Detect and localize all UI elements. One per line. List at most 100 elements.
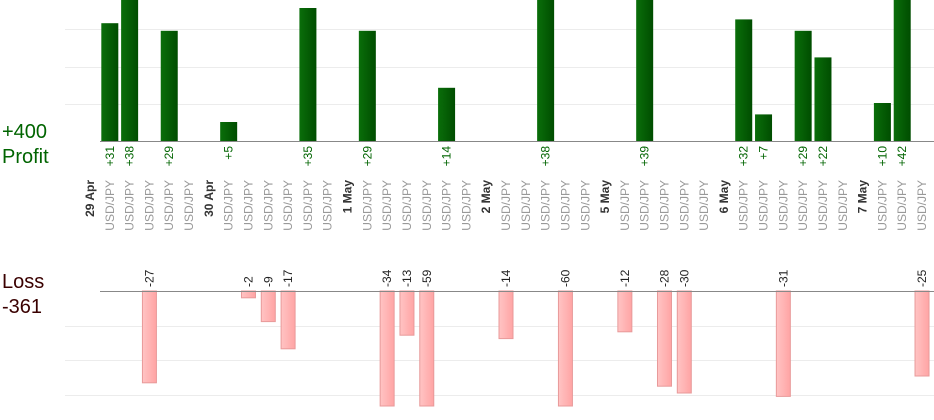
profit-bar — [794, 30, 812, 141]
date-label: 6 May — [717, 180, 731, 214]
pair-label: USD/JPY — [539, 180, 553, 231]
profit-value-label: +7 — [757, 146, 771, 160]
loss-value-label: -59 — [420, 269, 434, 287]
pair-label: USD/JPY — [915, 180, 929, 231]
pair-label: USD/JPY — [321, 180, 335, 231]
profit-value-label: +29 — [796, 146, 810, 167]
profit-bar — [893, 0, 911, 141]
profit-bar — [220, 122, 238, 141]
profit-value-label: +32 — [737, 146, 751, 167]
profit-label: Profit — [2, 146, 49, 168]
loss-value-label: -9 — [261, 276, 275, 287]
pair-label: USD/JPY — [103, 180, 117, 231]
profit-value-label: +39 — [638, 146, 652, 167]
date-label: 7 May — [856, 180, 870, 214]
loss-value-label: -14 — [499, 269, 513, 287]
loss-bar — [141, 290, 157, 384]
loss-bar — [656, 290, 672, 387]
pair-label: USD/JPY — [776, 180, 790, 231]
pair-label: USD/JPY — [459, 180, 473, 231]
pair-label: USD/JPY — [875, 180, 889, 231]
loss-value-label: -60 — [558, 269, 572, 287]
profit-value-label: +10 — [875, 146, 889, 167]
profit-value-label: +38 — [539, 146, 553, 167]
date-label: 1 May — [341, 180, 355, 214]
profit-value-label: +29 — [360, 146, 374, 167]
profit-value-label: +38 — [123, 146, 137, 167]
loss-bar — [280, 290, 296, 350]
pair-label: USD/JPY — [241, 180, 255, 231]
profit-bar — [121, 0, 139, 141]
profit-bar — [873, 103, 891, 141]
profit-bar — [160, 30, 178, 141]
profit-bar — [755, 114, 773, 141]
pair-label: USD/JPY — [162, 180, 176, 231]
pair-label: USD/JPY — [697, 180, 711, 231]
loss-total: -361 — [2, 296, 42, 318]
pair-label: USD/JPY — [499, 180, 513, 231]
profit-bar — [358, 30, 376, 141]
loss-label: Loss — [2, 271, 44, 293]
pair-label: USD/JPY — [182, 180, 196, 231]
loss-value-label: -13 — [400, 269, 414, 287]
date-label: 29 Apr — [83, 180, 97, 217]
pair-label: USD/JPY — [142, 180, 156, 231]
pair-label: USD/JPY — [618, 180, 632, 231]
date-label: 30 Apr — [202, 180, 216, 217]
profit-bar — [438, 87, 456, 141]
loss-value-label: -27 — [142, 269, 156, 287]
pair-label: USD/JPY — [657, 180, 671, 231]
profit-value-label: +35 — [301, 146, 315, 167]
pair-label: USD/JPY — [420, 180, 434, 231]
loss-bar — [399, 290, 415, 336]
pair-label: USD/JPY — [301, 180, 315, 231]
loss-value-label: -17 — [281, 269, 295, 287]
profit-bar — [537, 0, 555, 141]
pair-label: USD/JPY — [380, 180, 394, 231]
pair-label: USD/JPY — [281, 180, 295, 231]
pair-label: USD/JPY — [123, 180, 137, 231]
loss-value-label: -34 — [380, 269, 394, 287]
loss-value-label: -28 — [657, 269, 671, 287]
pair-label: USD/JPY — [578, 180, 592, 231]
loss-value-label: -2 — [241, 276, 255, 287]
pair-label: USD/JPY — [440, 180, 454, 231]
pair-label: USD/JPY — [836, 180, 850, 231]
loss-bar — [617, 290, 633, 333]
loss-bar — [914, 290, 930, 377]
pair-label: USD/JPY — [757, 180, 771, 231]
profit-total: +400 — [2, 121, 47, 143]
pair-label: USD/JPY — [895, 180, 909, 231]
pair-label: USD/JPY — [558, 180, 572, 231]
pair-label: USD/JPY — [519, 180, 533, 231]
loss-bar — [240, 290, 256, 299]
loss-value-label: -25 — [915, 269, 929, 287]
loss-bar — [498, 290, 514, 340]
pair-label: USD/JPY — [360, 180, 374, 231]
loss-value-label: -12 — [618, 269, 632, 287]
loss-bar — [379, 290, 395, 407]
profit-bar — [101, 23, 119, 142]
pair-label: USD/JPY — [796, 180, 810, 231]
loss-value-label: -30 — [677, 269, 691, 287]
profit-value-label: +22 — [816, 146, 830, 167]
profit-bar — [299, 8, 317, 141]
date-label: 5 May — [598, 180, 612, 214]
profit-value-label: +14 — [440, 146, 454, 167]
profit-value-label: +29 — [162, 146, 176, 167]
pair-label: USD/JPY — [222, 180, 236, 231]
loss-bar — [557, 290, 573, 407]
loss-bar — [676, 290, 692, 394]
profit-bar — [735, 19, 753, 141]
loss-value-label: -31 — [776, 269, 790, 287]
pair-label: USD/JPY — [261, 180, 275, 231]
profit-value-label: +5 — [222, 146, 236, 160]
pair-label: USD/JPY — [677, 180, 691, 231]
loss-bar — [775, 290, 791, 397]
date-label: 2 May — [479, 180, 493, 214]
loss-bar — [260, 290, 276, 323]
profit-value-label: +31 — [103, 146, 117, 167]
pair-label: USD/JPY — [816, 180, 830, 231]
pair-label: USD/JPY — [400, 180, 414, 231]
